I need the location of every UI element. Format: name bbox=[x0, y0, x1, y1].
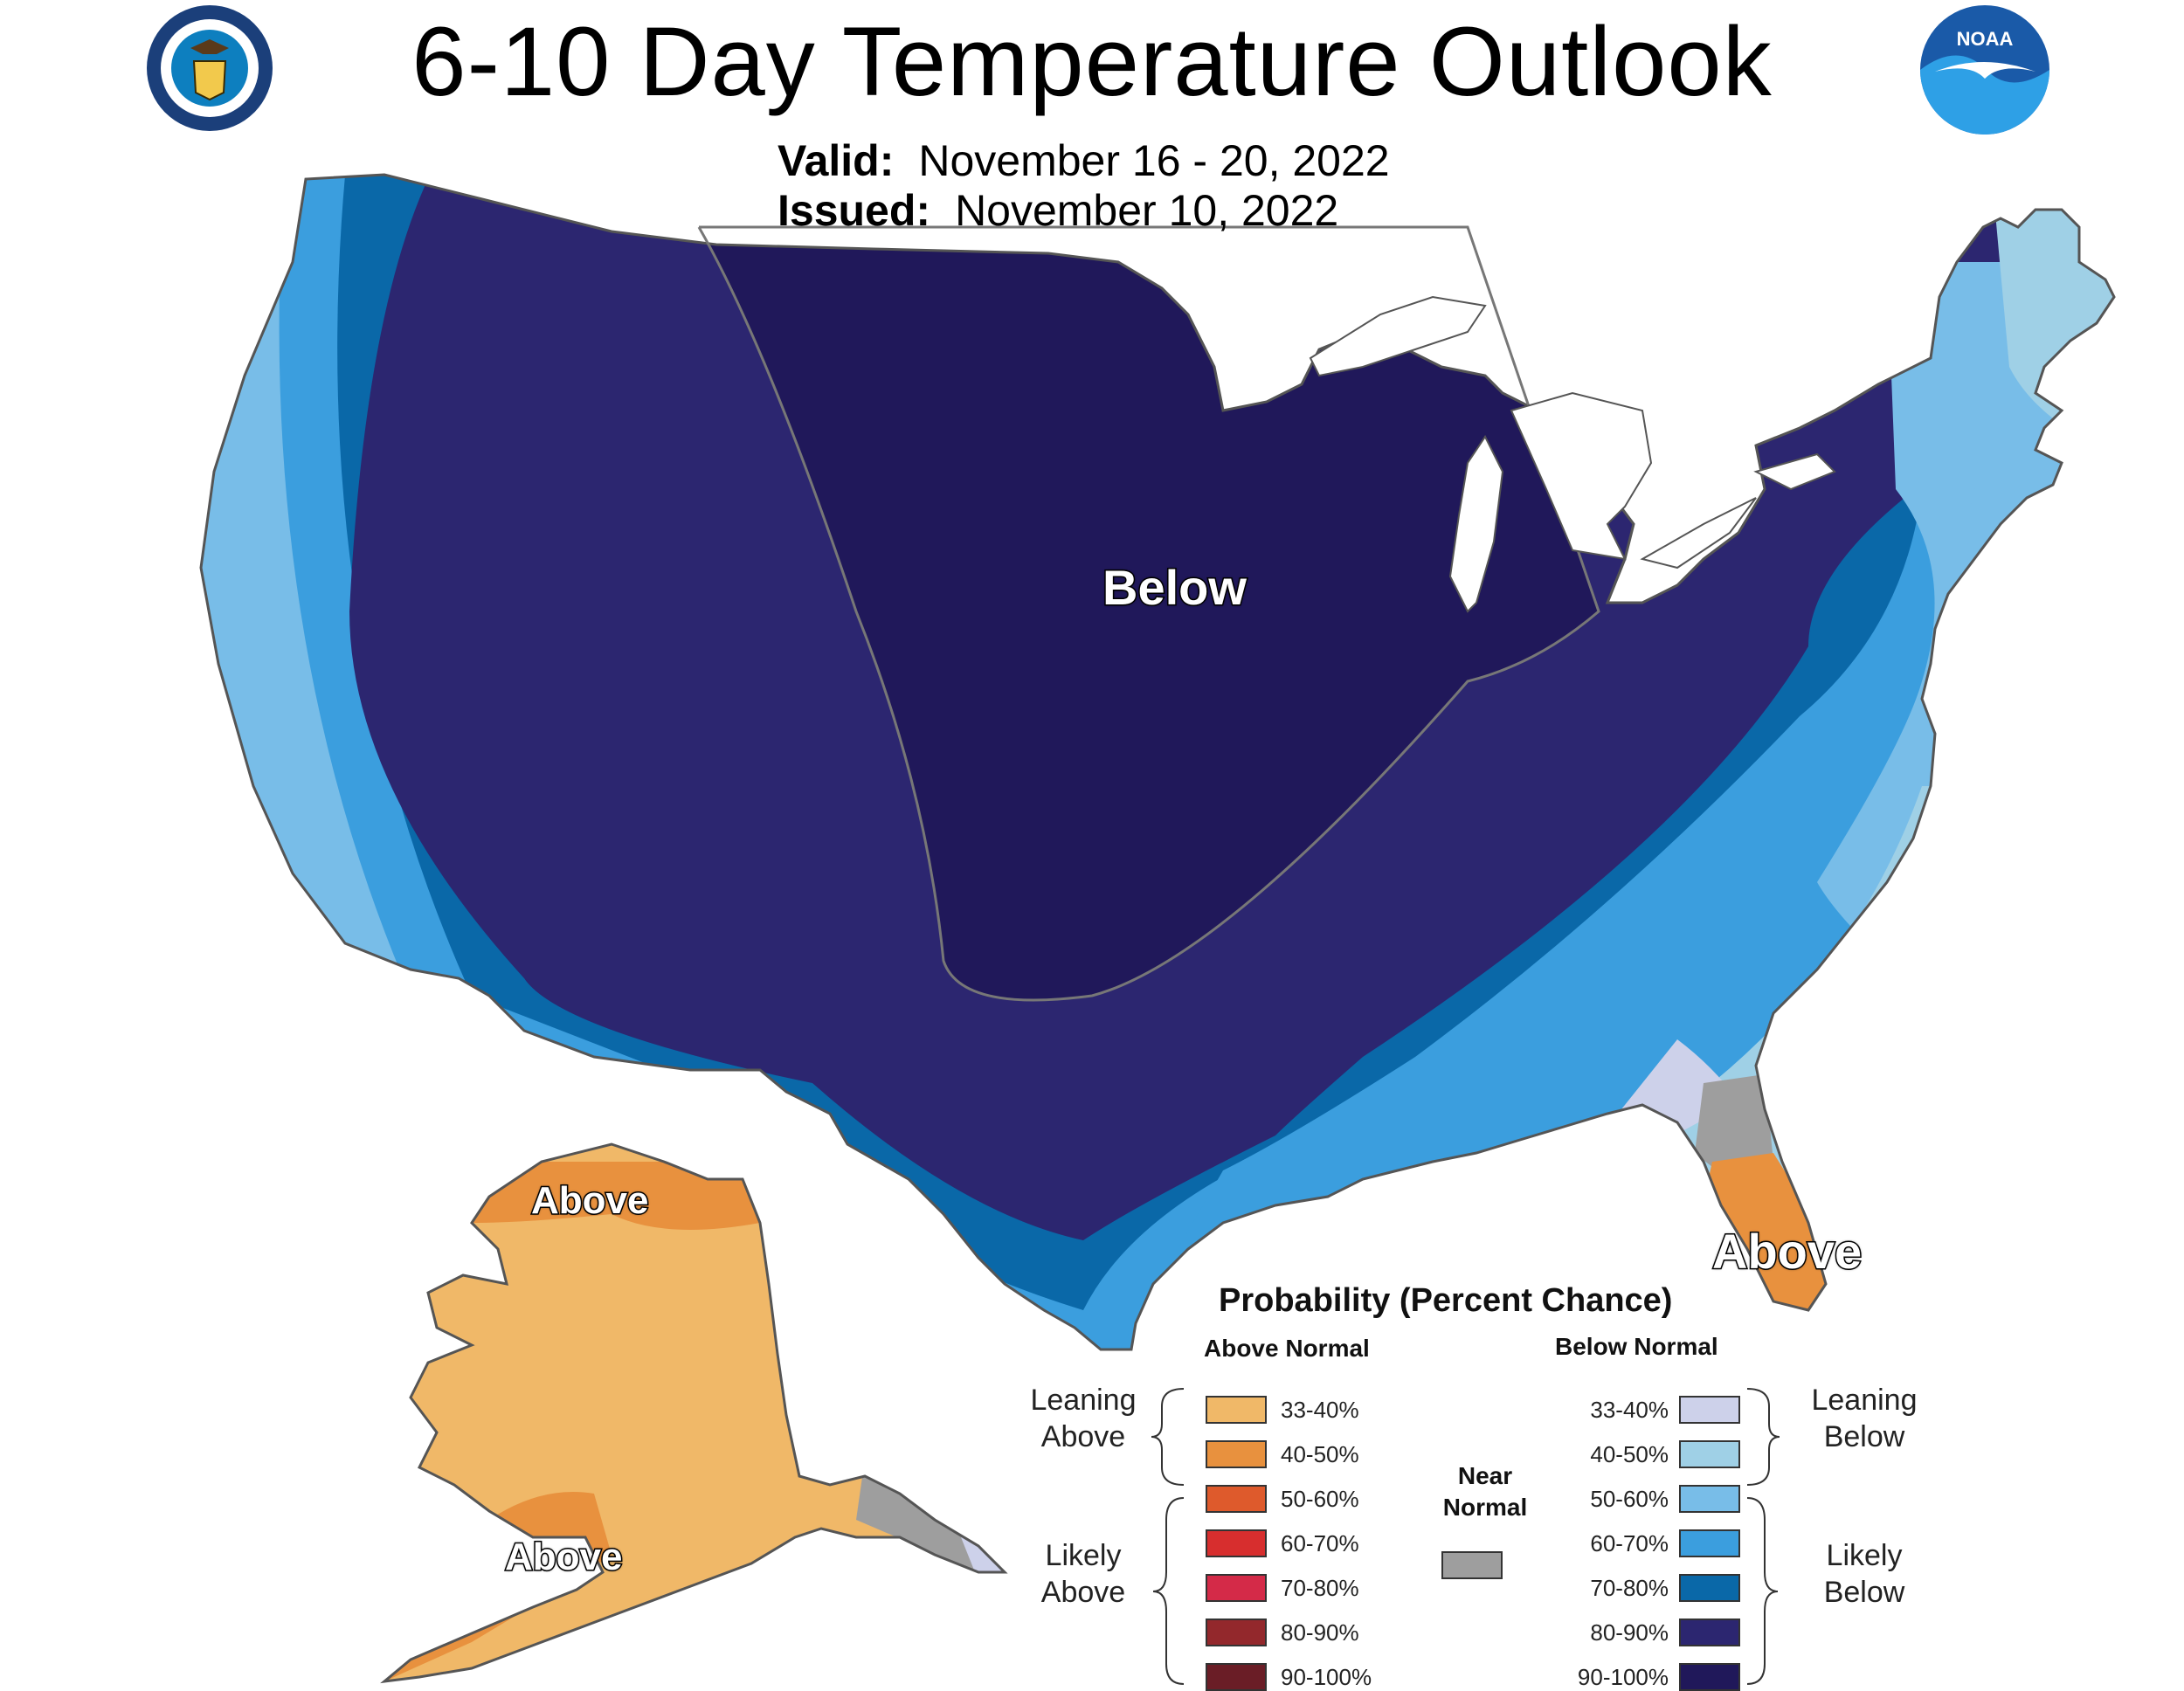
legend-below-label-3: 60-70% bbox=[1590, 1530, 1669, 1556]
legend-below-swatch-4 bbox=[1679, 1574, 1740, 1602]
legend-near-normal-swatch bbox=[1441, 1551, 1503, 1579]
legend-above-swatch-5 bbox=[1206, 1619, 1267, 1646]
conus-shading bbox=[201, 175, 2114, 1349]
legend-above-swatch-1 bbox=[1206, 1440, 1267, 1468]
noaa-logo bbox=[1920, 5, 2049, 135]
alaska-shading bbox=[384, 1144, 1005, 1681]
alaska-outline bbox=[380, 1142, 1008, 1684]
legend-above-label-4: 70-80% bbox=[1281, 1575, 1359, 1601]
legend-above-label-3: 60-70% bbox=[1281, 1530, 1359, 1556]
legend-above-header: Above Normal bbox=[1204, 1335, 1370, 1362]
legend-near-normal-label: Near Normal bbox=[1442, 1462, 1528, 1521]
legend-below-header: Below Normal bbox=[1555, 1333, 1718, 1360]
valid-label: Valid: bbox=[778, 136, 895, 185]
legend-likely-above: Likely Above bbox=[1040, 1539, 1126, 1609]
valid-date-line: Valid: November 16 - 20, 2022 bbox=[778, 135, 1390, 186]
legend-above-swatch-4 bbox=[1206, 1574, 1267, 1602]
legend-below-label-1: 40-50% bbox=[1590, 1441, 1669, 1467]
legend-below-swatch-5 bbox=[1679, 1619, 1740, 1646]
legend-leaning-below: Leaning Below bbox=[1811, 1384, 1918, 1453]
legend-above-swatch-3 bbox=[1206, 1529, 1267, 1557]
issued-date: November 10, 2022 bbox=[955, 186, 1339, 235]
label-conus-below: Below bbox=[1102, 559, 1248, 617]
legend-above-label-2: 50-60% bbox=[1281, 1486, 1359, 1512]
legend-below-swatch-0 bbox=[1679, 1396, 1740, 1424]
issued-date-line: Issued: November 10, 2022 bbox=[778, 185, 1338, 236]
issued-label: Issued: bbox=[778, 186, 931, 235]
legend-leaning-above: Leaning Above bbox=[1030, 1384, 1137, 1453]
legend-above-label-6: 90-100% bbox=[1281, 1664, 1372, 1690]
legend-below-label-4: 70-80% bbox=[1590, 1575, 1669, 1601]
legend-below-label-6: 90-100% bbox=[1577, 1664, 1669, 1690]
legend-below-swatch-6 bbox=[1679, 1663, 1740, 1691]
legend-likely-below: Likely Below bbox=[1823, 1539, 1905, 1609]
legend-title: Probability (Percent Chance) bbox=[1219, 1282, 1673, 1319]
great-lakes bbox=[1309, 295, 1836, 613]
valid-dates: November 16 - 20, 2022 bbox=[918, 136, 1390, 185]
commerce-seal bbox=[147, 5, 273, 131]
label-florida-above: Above bbox=[1711, 1223, 1863, 1280]
legend-above-swatch-6 bbox=[1206, 1663, 1267, 1691]
legend-below-swatch-3 bbox=[1679, 1529, 1740, 1557]
legend-above-label-5: 80-90% bbox=[1281, 1619, 1359, 1646]
legend-above-label-0: 33-40% bbox=[1281, 1397, 1359, 1423]
legend-below-label-5: 80-90% bbox=[1590, 1619, 1669, 1646]
label-alaska-south-above: Above bbox=[503, 1535, 623, 1580]
legend-below-swatch-1 bbox=[1679, 1440, 1740, 1468]
legend-below-label-2: 50-60% bbox=[1590, 1486, 1669, 1512]
noaa-logo-text: NOAA bbox=[1956, 28, 2014, 50]
legend-below-label-0: 33-40% bbox=[1590, 1397, 1669, 1423]
page-title: 6-10 Day Temperature Outlook bbox=[411, 7, 1773, 116]
legend-above-label-1: 40-50% bbox=[1281, 1441, 1359, 1467]
label-alaska-north-above: Above bbox=[529, 1178, 649, 1224]
legend-above-swatch-0 bbox=[1206, 1396, 1267, 1424]
legend-below-swatch-2 bbox=[1679, 1485, 1740, 1513]
legend-above-swatch-2 bbox=[1206, 1485, 1267, 1513]
